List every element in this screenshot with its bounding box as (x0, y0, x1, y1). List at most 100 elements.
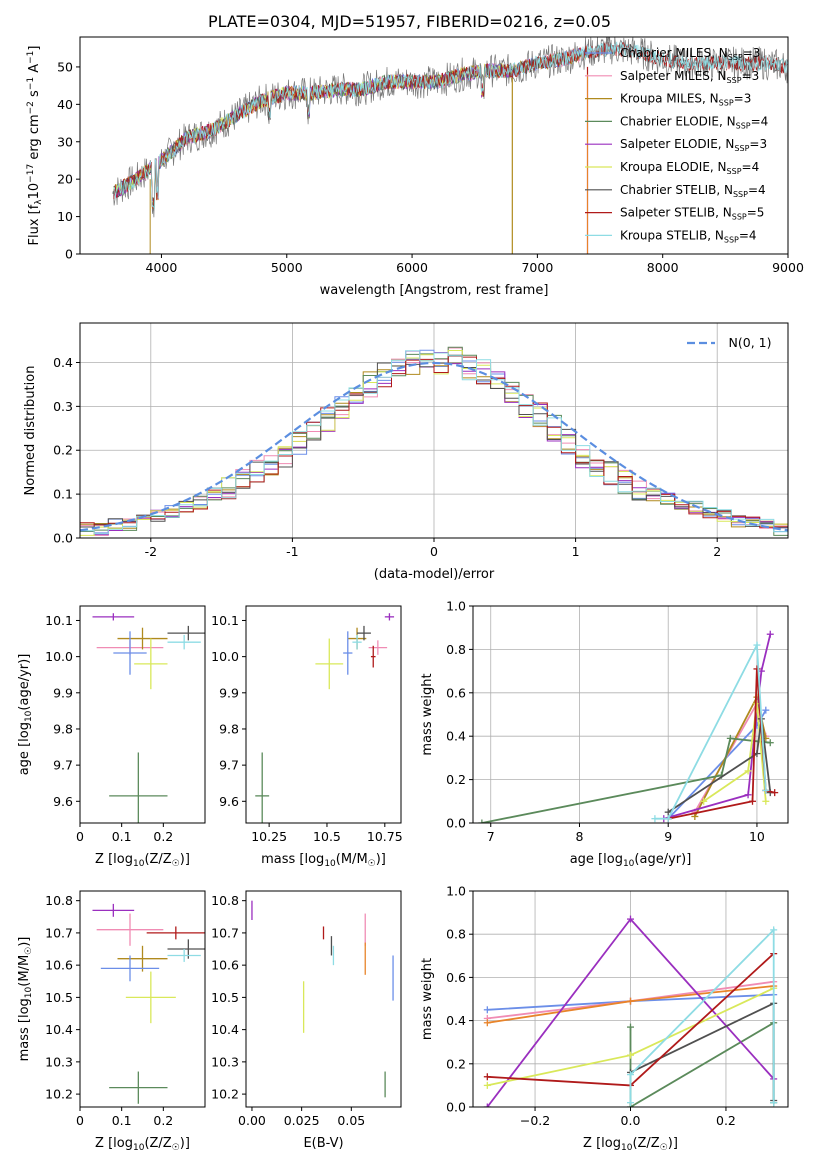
x-tick-label: 0.00 (238, 1113, 266, 1128)
series-marker (691, 812, 699, 820)
y-tick-label: 10.7 (45, 925, 73, 940)
y-tick-label: 0.3 (53, 399, 73, 414)
series-path (629, 927, 775, 1103)
y-tick-label: 10 (57, 209, 73, 224)
y-axis-label: age [log10(age/yr)] (17, 654, 34, 776)
data-point (255, 752, 270, 823)
y-tick-label: 9.6 (219, 794, 239, 809)
y-tick-label: 10.6 (45, 958, 73, 973)
data-point (352, 634, 362, 650)
y-tick-label: 10.3 (45, 1054, 73, 1069)
x-tick-label: 10 (749, 829, 765, 844)
axes-frame (245, 890, 402, 1108)
model-spectrum (113, 63, 513, 209)
plot-area-mass-vs-Z (92, 903, 205, 1104)
y-tick-label: 0.2 (446, 1056, 466, 1071)
x-tick-label: 0.0 (621, 1113, 641, 1128)
y-tick-label: 40 (57, 97, 73, 112)
series-marker (770, 926, 778, 934)
model-spectrum (113, 62, 513, 209)
y-tick-label: 10.2 (45, 1087, 73, 1102)
y-tick-label: 0.6 (446, 970, 466, 985)
series-marker (762, 797, 770, 805)
x-tick-label: 7000 (521, 260, 553, 275)
series-path (654, 641, 767, 820)
series-marker (744, 767, 752, 775)
y-axis-label: mass weight (420, 673, 435, 755)
y-tick-label: 9.9 (53, 685, 73, 700)
plot-area-weight-vs-Z (483, 915, 778, 1107)
data-point (113, 631, 147, 675)
frame-mass-vs-Z: 0 0.1 0.2 10.2 10.3 10.4 10.5 10.6 10.7 10.8 Z [lo… (17, 890, 206, 1153)
axes-frame (245, 605, 402, 824)
data-point (125, 971, 176, 1024)
x-tick-label: 0.2 (153, 1113, 173, 1128)
x-tick-label: 5000 (271, 260, 303, 275)
x-tick-label: -2 (145, 544, 157, 559)
frame-residuals: -2 -1 0 1 2 0.0 0.1 0.2 0.3 0.4 (data-model)/error… (23, 322, 789, 582)
x-tick-label: 10.25 (251, 829, 287, 844)
series-marker (627, 915, 634, 923)
series-marker (627, 1051, 634, 1059)
plot-area-age-vs-Z (92, 613, 205, 823)
data-point (167, 949, 201, 962)
x-tick-label: 0.2 (716, 1113, 736, 1128)
y-tick-label: 10.8 (211, 893, 239, 908)
series-marker (478, 819, 486, 823)
frame-mass-vs-ebv: 0.00 0.025 0.05 10.2 10.3 10.4 10.5 10.6 10.7 10.… (211, 890, 402, 1151)
x-axis-label: Z [log10(Z/Z☉)] (95, 1136, 190, 1153)
series-marker (762, 706, 770, 714)
series-marker (766, 739, 774, 747)
x-tick-label: 10.75 (367, 829, 403, 844)
series-marker (770, 1099, 778, 1107)
data-point (384, 613, 395, 621)
y-tick-label: 0.2 (446, 772, 466, 787)
frame-weight-vs-Z: −0.2 0.0 0.2 0.0 0.2 0.4 0.6 0.8 1.0 Z [log10(Z/Z… (420, 884, 789, 1153)
series-marker (483, 1019, 491, 1027)
legend-entry: Salpeter MILES, NSSP=3 (620, 69, 759, 85)
y-axis-label: mass [log10(M/M☉)] (17, 937, 34, 1062)
data-point (100, 955, 160, 982)
x-tick-label: 1 (572, 544, 580, 559)
model-spectrum (113, 41, 788, 209)
x-tick-label: 0.05 (337, 1113, 365, 1128)
series-marker (771, 789, 779, 797)
y-tick-label: 0 (65, 247, 73, 262)
series-marker (627, 997, 634, 1005)
y-tick-label: 0.0 (446, 816, 466, 831)
x-axis-label: (data-model)/error (374, 567, 495, 582)
series-marker (700, 797, 708, 805)
y-tick-label: 1.0 (446, 884, 466, 899)
x-tick-label: 9 (664, 829, 672, 844)
data-point (92, 903, 135, 917)
y-tick-label: 30 (57, 134, 73, 149)
y-tick-label: 9.6 (53, 794, 73, 809)
series-marker (762, 786, 770, 794)
y-tick-label: 10.8 (45, 893, 73, 908)
series-line (627, 999, 778, 1105)
y-tick-label: 10.1 (45, 613, 73, 628)
y-tick-label: 10.0 (211, 649, 239, 664)
y-tick-label: 0.2 (53, 443, 73, 458)
legend-entry: Chabrier MILES, NSSP=3 (620, 46, 760, 62)
series-marker (627, 1071, 634, 1079)
series-marker (483, 1073, 491, 1081)
frame-age-vs-Z: 0 0.1 0.2 9.6 9.7 9.8 9.9 10.0 10.1 Z [log10(Z/Z☉… (17, 605, 206, 869)
y-tick-label: 9.7 (53, 758, 73, 773)
x-axis-label: wavelength [Angstrom, rest frame] (320, 283, 549, 298)
x-tick-label: 0.1 (112, 1113, 132, 1128)
legend-entry: N(0, 1) (729, 335, 772, 350)
data-point (92, 613, 135, 621)
legend-entry: Kroupa MILES, NSSP=3 (620, 92, 751, 108)
data-point (315, 638, 344, 690)
series-marker (726, 734, 734, 742)
data-point (167, 625, 205, 641)
y-tick-label: 0.0 (53, 531, 73, 546)
y-tick-label: 0.4 (53, 355, 73, 370)
data-point (117, 627, 168, 650)
legend-entry: Salpeter ELODIE, NSSP=3 (620, 137, 767, 153)
legend-entry: Kroupa STELIB, NSSP=4 (620, 228, 757, 244)
data-point (370, 645, 376, 668)
data-point (146, 926, 205, 940)
axes-frame (79, 36, 789, 255)
